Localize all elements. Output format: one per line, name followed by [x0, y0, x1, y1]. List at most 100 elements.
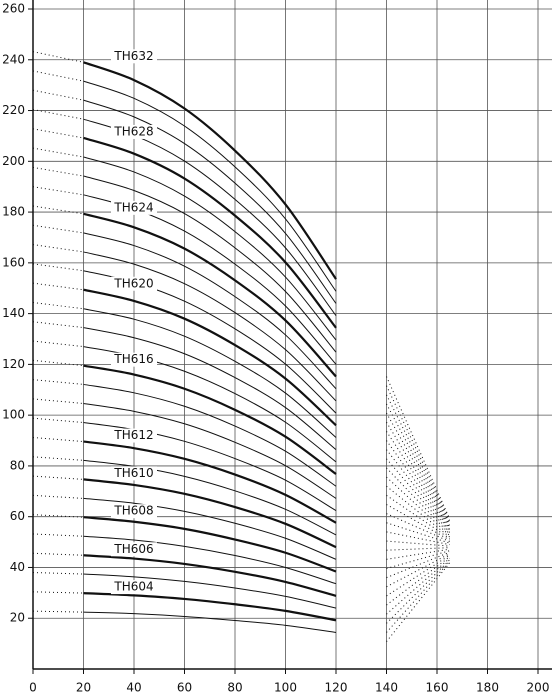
pump-curve — [83, 383, 337, 487]
curve-extension — [32, 109, 84, 120]
x-tick-label: 80 — [227, 681, 242, 694]
pump-curve — [83, 232, 337, 390]
y-tick-label: 120 — [2, 357, 25, 371]
curve-extension — [386, 550, 450, 569]
curve-extension — [386, 449, 451, 532]
y-tick-label: 260 — [2, 2, 25, 16]
y-tick-label: 180 — [2, 205, 25, 219]
curve-extension — [386, 440, 451, 530]
curve-extension — [386, 551, 450, 579]
curve-extension — [32, 244, 84, 253]
curve-extension — [386, 557, 450, 615]
pump-curve — [83, 327, 337, 451]
curve-extension — [32, 494, 84, 499]
curve-extension — [386, 553, 450, 588]
series-label: TH624 — [113, 200, 153, 214]
curve-extension — [32, 514, 84, 518]
x-tick-label: 20 — [76, 681, 91, 694]
y-tick-label: 240 — [2, 52, 25, 66]
curve-extension — [32, 205, 84, 215]
curve-extension — [386, 561, 450, 633]
y-tick-label: 40 — [10, 560, 25, 574]
pump-curve — [83, 459, 337, 536]
curve-extension — [386, 559, 450, 624]
curve-extension — [386, 412, 451, 526]
curve-extension — [386, 554, 450, 597]
pump-curve — [83, 497, 337, 560]
label-bg — [111, 466, 157, 481]
pump-curve — [83, 251, 337, 402]
pump-curve — [83, 288, 337, 427]
series-label: TH608 — [113, 504, 153, 518]
pump-curve — [83, 99, 337, 304]
pump-curve — [83, 61, 337, 280]
label-bg — [111, 276, 157, 291]
curve-extension — [32, 475, 84, 480]
pump-curve — [83, 308, 337, 438]
y-tick-label: 160 — [2, 255, 25, 269]
curve-extension — [32, 572, 84, 575]
series-label: TH632 — [113, 49, 153, 63]
series-label: TH620 — [113, 276, 153, 290]
curve-extension — [32, 533, 84, 537]
curve-extension — [386, 458, 451, 533]
curve-extension — [32, 263, 84, 272]
series-label: TH616 — [113, 352, 153, 366]
curve-extension — [386, 431, 451, 529]
label-bg — [111, 542, 157, 557]
y-tick-label: 20 — [10, 611, 25, 625]
curve-extension — [32, 591, 84, 594]
y-tick-label: 60 — [10, 509, 25, 523]
curve-extension — [386, 531, 450, 546]
curve-extension — [32, 51, 84, 63]
pump-curve — [83, 478, 337, 549]
curve-extension — [32, 456, 84, 461]
y-tick-label: 200 — [2, 154, 25, 168]
curve-extension — [386, 504, 450, 541]
curve-extension — [32, 359, 84, 367]
pump-curve — [83, 212, 337, 378]
curve-extension — [32, 282, 84, 291]
curve-extension — [32, 224, 84, 234]
curve-extension — [32, 301, 84, 310]
x-tick-label: 40 — [126, 681, 141, 694]
curve-extension — [386, 540, 450, 547]
curve-extension — [386, 547, 450, 551]
pump-curve — [83, 516, 337, 573]
pump-curve — [83, 364, 337, 475]
series-label: TH606 — [113, 542, 153, 556]
curve-extension — [32, 321, 84, 329]
pump-curve — [83, 156, 337, 341]
pump-curve — [83, 402, 337, 499]
curve-extension — [386, 403, 451, 524]
curve-extension — [386, 513, 450, 543]
curve-extension — [386, 476, 450, 536]
label-bg — [111, 352, 157, 367]
curve-extension — [32, 186, 84, 196]
series-label: TH628 — [113, 124, 153, 138]
curve-extension — [386, 548, 450, 560]
curve-extension — [32, 398, 84, 404]
y-tick-label: 100 — [2, 408, 25, 422]
curve-extension — [386, 562, 451, 642]
curve-extension — [386, 385, 451, 521]
curve-extension — [32, 436, 84, 443]
x-tick-label: 180 — [476, 681, 499, 694]
pump-curve — [83, 592, 337, 622]
curve-extension — [386, 494, 450, 539]
pump-curve — [83, 175, 337, 353]
curve-extension — [386, 467, 450, 535]
curve-extension — [386, 422, 451, 527]
curve-extension — [32, 70, 84, 82]
x-tick-label: 200 — [527, 681, 550, 694]
pump-curve — [83, 440, 337, 524]
label-bg — [111, 580, 157, 595]
label-bg — [111, 124, 157, 139]
curve-extension — [32, 89, 84, 101]
y-tick-label: 140 — [2, 306, 25, 320]
curve-extension — [32, 610, 84, 613]
label-bg — [111, 504, 157, 519]
label-bg — [111, 49, 157, 64]
series-label: TH610 — [113, 466, 153, 480]
